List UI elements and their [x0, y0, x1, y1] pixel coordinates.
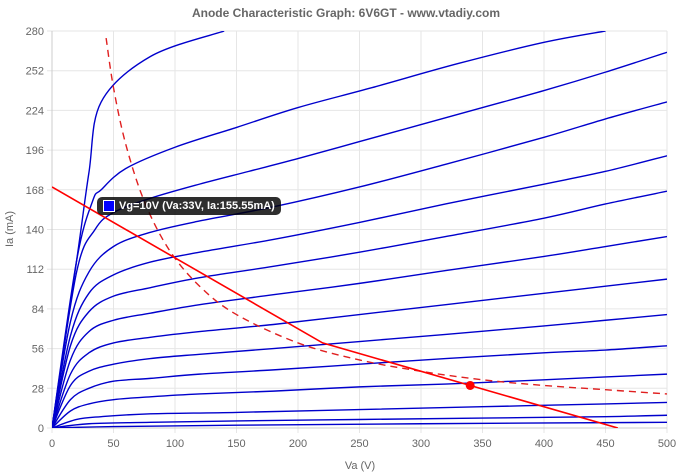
anode-curve-line	[52, 31, 606, 428]
x-tick-label: 400	[535, 438, 553, 450]
tooltip-swatch	[103, 200, 115, 212]
x-tick-label: 300	[412, 438, 430, 450]
x-tick-label: 200	[289, 438, 307, 450]
x-tick-label: 50	[107, 438, 119, 450]
anode-curve-line	[52, 51, 667, 428]
operating-point-marker	[465, 380, 475, 390]
x-tick-label: 0	[49, 438, 55, 450]
curves	[52, 31, 667, 428]
anode-curve-line	[52, 235, 667, 428]
x-tick-label: 500	[658, 438, 676, 450]
anode-curve-line	[52, 155, 667, 428]
hover-tooltip: Vg=10V (Va:33V, Ia:155.55mA)	[97, 197, 281, 215]
load-line	[52, 186, 619, 428]
overlays	[52, 37, 667, 428]
y-axis-title: Ia (mA)	[4, 211, 16, 247]
anode-curve-line	[52, 313, 667, 428]
x-axis-title: Va (V)	[345, 460, 375, 472]
tooltip-text: Vg=10V (Va:33V, Ia:155.55mA)	[119, 200, 275, 212]
x-tick-label: 350	[473, 438, 491, 450]
y-tick-label: 84	[32, 304, 44, 316]
x-tick-label: 450	[596, 438, 614, 450]
y-tick-label: 112	[26, 264, 44, 276]
y-tick-label: 168	[26, 185, 44, 197]
y-tick-label: 280	[26, 26, 44, 38]
chart-title: Anode Characteristic Graph: 6V6GT - www.…	[192, 6, 500, 20]
y-tick-label: 252	[26, 66, 44, 78]
y-tick-label: 56	[32, 344, 44, 356]
y-tick-label: 28	[32, 383, 44, 395]
grid	[47, 30, 668, 433]
y-tick-label: 140	[26, 225, 44, 237]
x-tick-label: 100	[166, 438, 184, 450]
tick-labels: 0 50 100 150 200 250 300 350 400 450 500 0 28 56 84 112…	[26, 26, 677, 450]
anode-curve-line	[52, 190, 667, 428]
anode-curve-line	[52, 401, 667, 428]
y-tick-label: 0	[38, 423, 44, 435]
anode-curve-line	[52, 373, 667, 428]
x-tick-label: 150	[227, 438, 245, 450]
anode-curve-line	[52, 345, 667, 428]
max-dissipation-curve	[105, 37, 667, 395]
anode-curve-line	[52, 421, 667, 428]
y-tick-label: 224	[26, 105, 44, 117]
y-tick-label: 196	[26, 145, 44, 157]
x-tick-label: 250	[350, 438, 368, 450]
anode-curve-line	[52, 278, 667, 428]
